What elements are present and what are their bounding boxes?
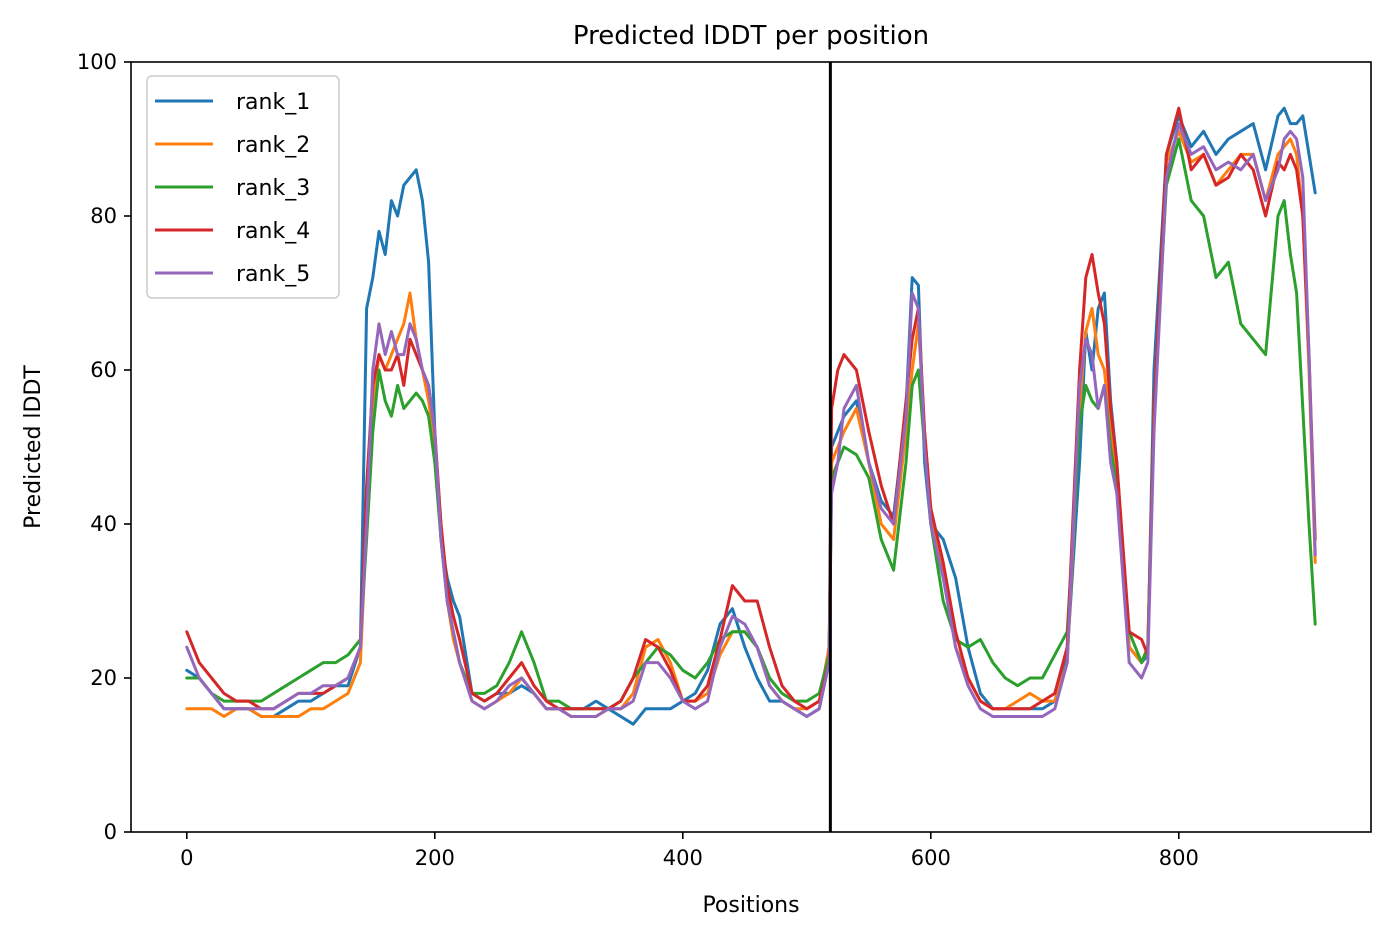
y-tick-label: 80 (90, 204, 117, 228)
y-tick-label: 0 (104, 820, 117, 844)
legend-label: rank_4 (236, 219, 310, 244)
plot-area (130, 61, 1372, 833)
series-line-rank-3 (185, 137, 1317, 711)
series-line-rank-1 (185, 106, 1317, 726)
y-tick-label: 40 (90, 512, 117, 536)
y-tick-label: 60 (90, 358, 117, 382)
x-tick-label: 800 (1159, 846, 1199, 870)
x-tick-label: 600 (911, 846, 951, 870)
legend: rank_1 rank_2 rank_3 rank_4 rank_5 (146, 75, 340, 299)
plot-frame (130, 61, 1372, 833)
x-axis: 0 200 400 600 800 (180, 832, 1199, 870)
x-tick-label: 400 (663, 846, 703, 870)
legend-label: rank_1 (236, 90, 310, 115)
x-tick-label: 0 (180, 846, 193, 870)
series-line-rank-4 (185, 106, 1317, 711)
x-tick-label: 200 (415, 846, 455, 870)
legend-label: rank_3 (236, 176, 310, 201)
series-line-rank-5 (185, 122, 1317, 718)
legend-label: rank_2 (236, 133, 310, 158)
y-axis-label: Predicted lDDT (21, 365, 46, 529)
chart-title: Predicted lDDT per position (573, 21, 929, 51)
legend-label: rank_5 (236, 262, 310, 287)
y-axis: 0 20 40 60 80 100 (77, 50, 131, 844)
y-tick-label: 20 (90, 666, 117, 690)
series-line-rank-2 (185, 129, 1317, 718)
y-tick-label: 100 (77, 50, 117, 74)
series-layer (185, 106, 1317, 726)
legend-box (146, 75, 340, 299)
x-axis-label: Positions (702, 893, 799, 918)
